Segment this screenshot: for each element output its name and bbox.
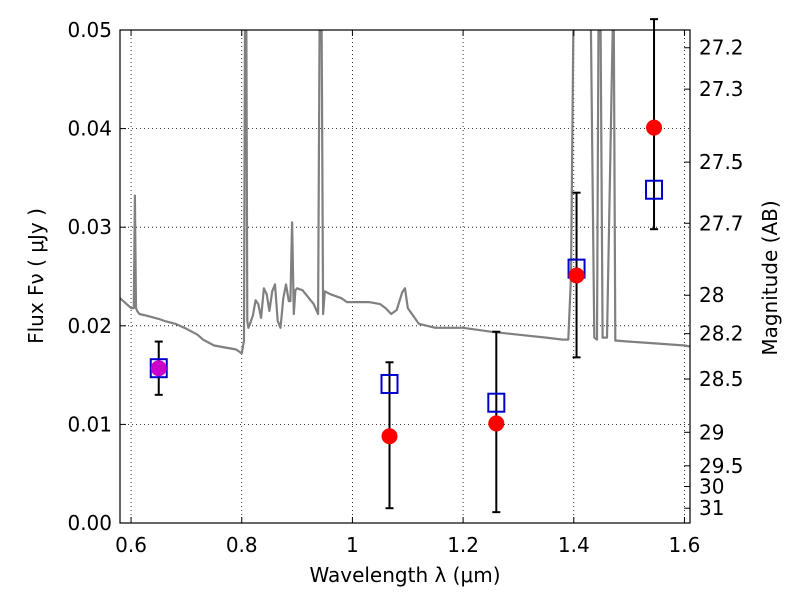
ticks-layer: 0.6 0.8 1 1.2 1.4 1.6 0.00 0.01 0.02 0.03 0.04 0.05… bbox=[67, 18, 743, 557]
right-tick-label: 28 bbox=[699, 283, 724, 307]
x-tick-label: 0.6 bbox=[115, 533, 147, 557]
x-tick-label: 0.8 bbox=[226, 533, 258, 557]
y-tick-label: 0.04 bbox=[67, 117, 112, 141]
y-tick-label: 0.03 bbox=[67, 215, 112, 239]
x-axis-label: Wavelength λ (μm) bbox=[309, 563, 500, 587]
right-tick-label: 27.7 bbox=[699, 211, 744, 235]
x-tick-label: 1.2 bbox=[447, 533, 479, 557]
y-tick-label: 0.00 bbox=[67, 511, 112, 535]
right-tick-label: 30 bbox=[699, 475, 724, 499]
observed-point bbox=[488, 415, 505, 432]
right-axis-label: Magnitude (AB) bbox=[758, 200, 782, 355]
right-tick-label: 29.5 bbox=[699, 454, 744, 478]
plot-frame bbox=[119, 29, 691, 524]
y-tick-label: 0.01 bbox=[67, 412, 112, 436]
errorbar-layer bbox=[154, 18, 659, 514]
right-tick-label: 27.5 bbox=[699, 150, 744, 174]
right-tick-label: 31 bbox=[699, 496, 724, 520]
right-tick-label: 27.2 bbox=[699, 36, 744, 60]
y-tick-label: 0.05 bbox=[67, 18, 112, 42]
marker-layer bbox=[149, 119, 664, 445]
observed-point bbox=[150, 360, 167, 377]
y-tick-label: 0.02 bbox=[67, 314, 112, 338]
right-tick-label: 27.3 bbox=[699, 77, 744, 101]
model-point bbox=[645, 179, 664, 200]
observed-point bbox=[646, 119, 663, 136]
x-tick-label: 1 bbox=[346, 533, 359, 557]
right-tick-label: 28.2 bbox=[699, 322, 744, 346]
model-point bbox=[487, 392, 506, 413]
observed-point bbox=[381, 428, 398, 445]
grid-lines bbox=[120, 29, 690, 524]
model-point bbox=[380, 373, 399, 394]
spectrum-layer bbox=[120, 30, 690, 355]
observed-point bbox=[568, 267, 585, 284]
right-tick-label: 29 bbox=[699, 420, 724, 444]
spectrum-line bbox=[120, 30, 690, 355]
y-axis-label: Flux Fν ( μJy ) bbox=[24, 208, 48, 344]
x-tick-label: 1.4 bbox=[558, 533, 590, 557]
x-tick-label: 1.6 bbox=[669, 533, 701, 557]
right-tick-label: 28.5 bbox=[699, 367, 744, 391]
